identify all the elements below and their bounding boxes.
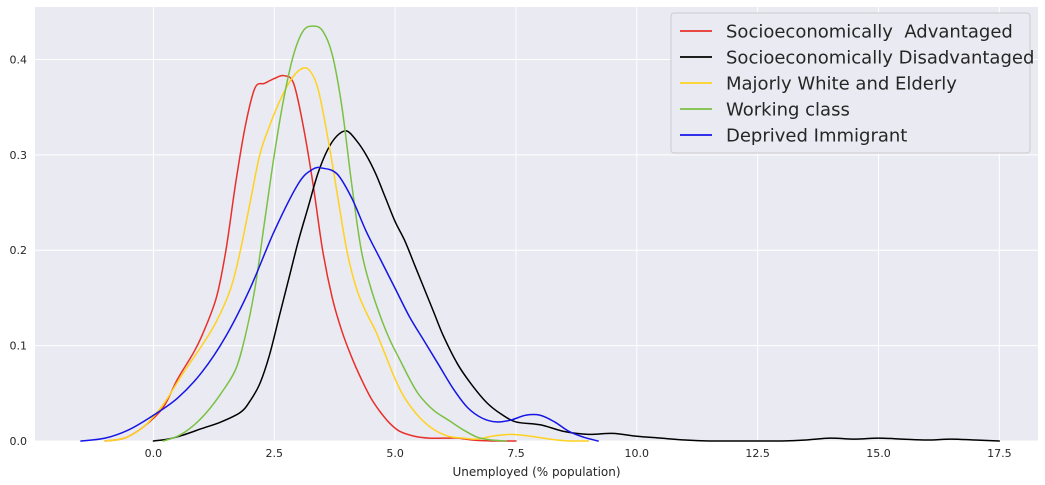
y-tick-label: 0.1 xyxy=(10,340,28,353)
y-tick-label: 0.0 xyxy=(10,435,28,448)
y-tick-label: 0.4 xyxy=(10,53,28,66)
x-tick-label: 10.0 xyxy=(625,447,650,460)
x-tick-label: 15.0 xyxy=(866,447,891,460)
series-line-4 xyxy=(162,25,508,442)
legend: Socioeconomically Advantaged Socioeconomi… xyxy=(670,12,1034,154)
x-tick-label: 7.5 xyxy=(507,447,525,460)
series-lines xyxy=(80,25,1001,442)
tick-labels: 0.0 2.5 5.0 7.5 10.0 12.5 15.0 17.5 0.0 0.1 0.2 0.3… xyxy=(10,53,1012,460)
x-tick-label: 5.0 xyxy=(386,447,404,460)
x-axis-label: Unemployed (% population) xyxy=(452,465,620,479)
series-line-1 xyxy=(104,74,517,442)
legend-label: Socioeconomically Advantaged xyxy=(726,22,1013,43)
x-tick-label: 12.5 xyxy=(745,447,770,460)
series-line-5 xyxy=(80,166,599,442)
series-line-3 xyxy=(104,66,590,442)
legend-label: Working class xyxy=(726,100,850,121)
y-tick-label: 0.3 xyxy=(10,149,28,162)
series-line-2 xyxy=(152,130,1001,442)
y-tick-label: 0.2 xyxy=(10,244,28,257)
legend-label: Deprived Immigrant xyxy=(726,126,907,147)
x-tick-label: 2.5 xyxy=(266,447,284,460)
legend-box xyxy=(670,12,1031,154)
legend-label: Majorly White and Elderly xyxy=(726,74,957,95)
x-tick-label: 17.5 xyxy=(987,447,1012,460)
legend-label: Socioeconomically Disadvantaged xyxy=(726,48,1034,69)
x-tick-label: 0.0 xyxy=(145,447,163,460)
